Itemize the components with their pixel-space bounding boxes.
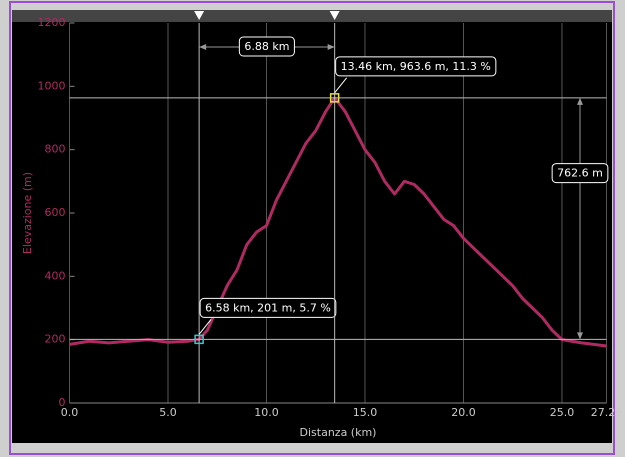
- marker: [194, 334, 204, 345]
- callout-pointer: [334, 77, 348, 94]
- x-tick-label: 15.0: [353, 406, 378, 419]
- frame: [9, 1, 615, 455]
- marker-label: 13.46 km, 963.6 m, 11.3 %: [341, 60, 491, 73]
- distance-label-box: [238, 36, 295, 57]
- x-tick-label: 27.26: [591, 406, 623, 419]
- x-tick-label: 25.0: [550, 406, 575, 419]
- x-tick-label: 20.0: [451, 406, 476, 419]
- y-tick-label: 400: [45, 269, 66, 282]
- marker-label-group: 6.58 km, 201 m, 5.7 %: [199, 297, 337, 318]
- y-tick-label: 1000: [38, 79, 66, 92]
- marker-label-group: 13.46 km, 963.6 m, 11.3 %: [335, 56, 497, 77]
- top-bar: [12, 10, 612, 22]
- climb-label-box: [551, 163, 609, 184]
- marker-label-box: [199, 297, 337, 318]
- y-tick-label: 800: [45, 143, 66, 156]
- x-axis-title: Distanza (km): [300, 426, 377, 439]
- y-tick-label: 1200: [38, 16, 66, 29]
- y-tick-label: 200: [45, 333, 66, 346]
- y-axis-title: Elevazione (m): [21, 172, 34, 254]
- plot-background: [12, 22, 612, 443]
- marker-label-box: [335, 56, 497, 77]
- y-tick-label: 600: [45, 206, 66, 219]
- distance-label: 6.88 km: [244, 40, 289, 53]
- marker-label: 6.58 km, 201 m, 5.7 %: [205, 301, 331, 314]
- x-tick-label: 5.0: [159, 406, 177, 419]
- x-tick-label: 10.0: [254, 406, 279, 419]
- y-tick-label: 0: [59, 396, 66, 409]
- callout-pointer: [198, 319, 212, 335]
- top-marker: [194, 11, 205, 20]
- elevation-line: [69, 96, 607, 348]
- climb-label-group: 762.6 m: [551, 163, 609, 184]
- climb-label: 762.6 m: [557, 167, 603, 180]
- x-tick-label: 0.0: [61, 406, 79, 419]
- top-marker: [329, 11, 340, 20]
- distance-label-group: 6.88 km: [238, 36, 295, 57]
- marker: [329, 93, 340, 103]
